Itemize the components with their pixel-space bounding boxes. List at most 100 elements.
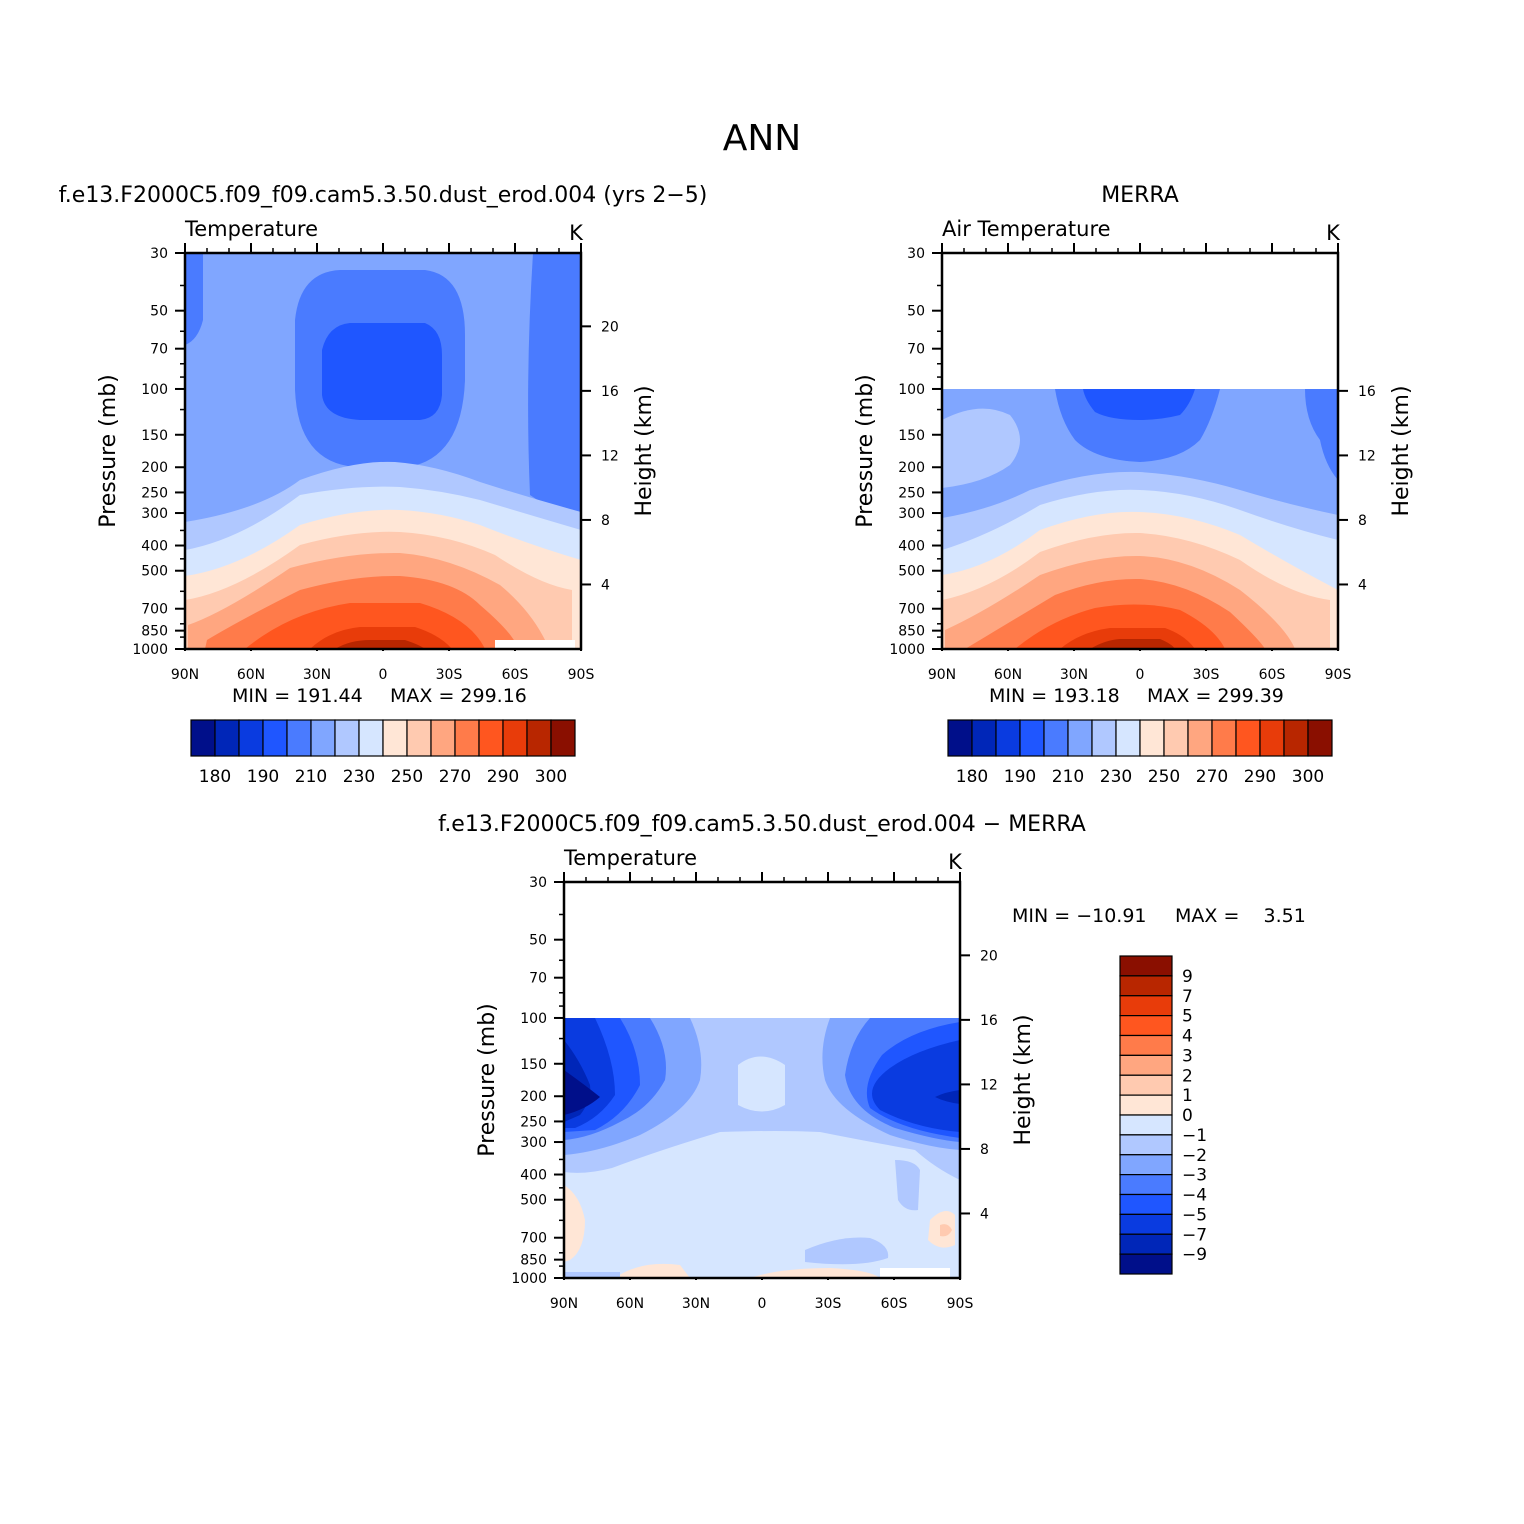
colorbar-label: 230 [1100,767,1132,787]
x-tick-label: 90N [550,1296,578,1312]
y-tick-label: 700 [141,602,168,618]
x-tick-label: 90S [1325,667,1352,683]
colorbar-swatch [1119,1154,1173,1176]
y-axis-label-height: Height (km) [1011,1014,1036,1145]
colorbar-swatch [1307,719,1333,757]
colorbar-swatch [406,719,432,757]
x-tick-label: 0 [379,667,388,683]
y-tick-label: 850 [898,624,925,640]
y-tick-label: 150 [898,428,925,444]
x-tick-label: 0 [758,1296,767,1312]
y-tick-label: 500 [898,564,925,580]
colorbar-label: −1 [1182,1126,1207,1146]
colorbar-label: 300 [535,767,567,787]
colorbar-swatch [1283,719,1309,757]
y-tick-label: 850 [520,1253,547,1269]
colorbar-swatch [1163,719,1189,757]
x-tick-label: 90S [568,667,595,683]
panel-diff-case-title: f.e13.F2000C5.f09_f09.cam5.3.50.dust_ero… [438,812,1086,837]
contour-fill-pos05-np [564,1185,585,1262]
colorbar-label: 180 [199,767,231,787]
colorbar-swatch [286,719,312,757]
colorbar-swatch [1043,719,1069,757]
colorbar-label: 270 [1196,767,1228,787]
y-tick-label: 200 [520,1089,547,1105]
contour-fill-neg95-np [564,1070,600,1115]
panel-model-min: MIN = 191.44 [232,685,363,707]
colorbar-swatch [382,719,408,757]
y-tick-label: 850 [141,624,168,640]
contour-fill-pos05-bottom-eq [750,1268,880,1278]
colorbar-swatch [1235,719,1261,757]
panel-model-case-title: f.e13.F2000C5.f09_f09.cam5.3.50.dust_ero… [59,183,708,208]
height-tick-label: 16 [601,384,619,400]
y-tick-label: 1000 [511,1271,547,1287]
colorbar-label: 4 [1182,1027,1193,1047]
x-tick-label: 90N [171,667,199,683]
colorbar-label: 250 [391,767,423,787]
colorbar-swatch [1119,1134,1173,1156]
y-tick-label: 400 [141,539,168,555]
contour-fill-298 [335,640,425,649]
height-tick-label: 8 [601,513,610,529]
panel-model-max: MAX = 299.16 [390,685,527,707]
colorbar-label: 190 [247,767,279,787]
y-tick-label: 700 [898,602,925,618]
contour-missing-topography [880,1268,950,1278]
figure-title: ANN [723,118,802,159]
y-tick-label: 70 [907,342,925,358]
colorbar-swatch [358,719,384,757]
contour-fill-215-np [185,253,203,345]
colorbar-label: 270 [439,767,471,787]
y-axis-label-height: Height (km) [632,385,657,516]
y-axis-label-pressure: Pressure (mb) [96,374,121,528]
x-tick-label: 30N [303,667,331,683]
colorbar-swatch [1211,719,1237,757]
colorbar-swatch [262,719,288,757]
y-tick-label: 300 [141,506,168,522]
x-tick-label: 90N [928,667,956,683]
x-tick-label: 60S [881,1296,908,1312]
colorbar-swatch [1119,1015,1173,1037]
colorbar-swatch [550,719,576,757]
colorbar-swatch [1119,995,1173,1017]
colorbar-label: 0 [1182,1106,1193,1126]
colorbar-swatch [1119,1253,1173,1275]
panel-diff: f.e13.F2000C5.f09_f09.cam5.3.50.dust_ero… [438,812,1086,1312]
y-axis-label-pressure: Pressure (mb) [475,1003,500,1157]
y-tick-label: 30 [529,875,547,891]
colorbar-swatch [238,719,264,757]
x-tick-label: 60S [1259,667,1286,683]
colorbar-label: −2 [1182,1146,1207,1166]
y-tick-label: 100 [520,1011,547,1027]
y-tick-label: 50 [907,304,925,320]
colorbar-swatch [334,719,360,757]
colorbar-swatch [1119,1174,1173,1196]
colorbar-swatch [478,719,504,757]
colorbar-label: −3 [1182,1166,1207,1186]
colorbar-label: 210 [1052,767,1084,787]
contour-fill-pos15-sp [940,1224,952,1237]
panel-diff-min: MIN = −10.91 [1012,905,1147,927]
panel-obs-min: MIN = 193.18 [989,685,1120,707]
y-tick-label: 250 [141,485,168,501]
colorbar-swatch [1119,975,1173,997]
height-tick-label: 4 [980,1206,989,1222]
contour-fill-neg6-sp [872,1040,960,1132]
colorbar-swatch [1119,1233,1173,1255]
colorbar-label: 230 [343,767,375,787]
colorbar-swatch [1187,719,1213,757]
y-tick-label: 500 [520,1193,547,1209]
colorbar-swatch [1091,719,1117,757]
contour-fill-neg8-sp [935,1090,960,1104]
panel-obs: MERRA Air Temperature K 30 50 70 100 150 200 2… [853,183,1414,683]
colorbar-swatch [430,719,456,757]
colorbar-swatch [454,719,480,757]
colorbar-label: 9 [1182,967,1193,987]
height-tick-label: 8 [980,1142,989,1158]
colorbar-label: −4 [1182,1186,1207,1206]
panel-model-variable: Temperature [184,217,318,241]
panel-diff-variable: Temperature [563,846,697,870]
panel-model: f.e13.F2000C5.f09_f09.cam5.3.50.dust_ero… [59,183,708,683]
panel-diff-contours [564,1018,960,1278]
